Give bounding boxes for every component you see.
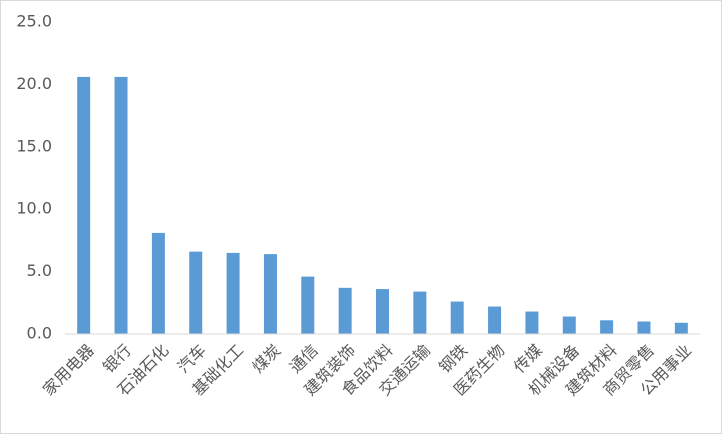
y-tick-label: 25.0 [16, 12, 52, 31]
y-tick-label: 0.0 [27, 324, 52, 343]
bar [189, 251, 203, 334]
bar [488, 306, 502, 334]
y-tick-label: 15.0 [16, 136, 52, 155]
bar [413, 291, 427, 334]
bar [450, 301, 464, 334]
bar [637, 321, 651, 334]
bar [301, 276, 315, 334]
bar [263, 254, 277, 334]
bar [338, 287, 352, 334]
bar [674, 322, 688, 334]
bar [562, 316, 576, 334]
bar [114, 76, 128, 335]
bar [226, 252, 240, 334]
bar [600, 320, 614, 334]
y-tick-label: 5.0 [27, 261, 52, 280]
y-tick-label: 10.0 [16, 199, 52, 218]
bar [77, 76, 91, 335]
y-tick-label: 20.0 [16, 74, 52, 93]
bar [151, 232, 165, 334]
bar [525, 311, 539, 334]
bar [376, 289, 389, 334]
